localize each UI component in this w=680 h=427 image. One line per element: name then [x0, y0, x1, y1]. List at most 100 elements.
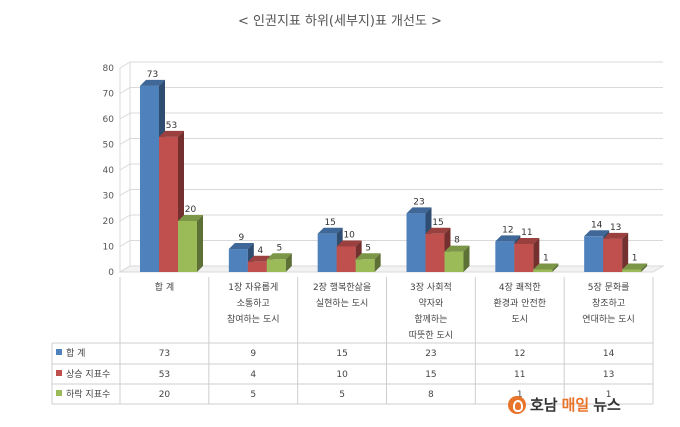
data-label: 11	[521, 228, 532, 238]
bar	[425, 233, 445, 272]
bar-top	[178, 215, 203, 221]
bar	[622, 269, 642, 272]
x-tick-label: 따뜻한 도시	[409, 330, 453, 341]
bar-top	[603, 232, 629, 239]
y-tick-label: 40	[103, 166, 115, 176]
table-cell: 53	[159, 370, 170, 380]
bar-side	[285, 253, 292, 272]
legend-label: 합 계	[66, 347, 85, 359]
gridline-side	[119, 61, 131, 69]
data-label: 9	[238, 233, 244, 243]
bar-top	[266, 253, 292, 260]
bar	[178, 221, 197, 272]
x-tick-label: 환경과 안전한	[493, 297, 546, 309]
table-cell: 12	[514, 349, 525, 359]
legend-swatch	[56, 370, 62, 376]
table-cell: 14	[603, 349, 615, 359]
bar	[317, 233, 337, 272]
y-tick-label: 80	[103, 64, 115, 74]
logo: 호남 매일 뉴스	[508, 394, 621, 415]
bar-top	[406, 207, 432, 214]
bar-top	[355, 253, 381, 260]
data-label: 1	[543, 253, 549, 263]
legend-label: 하락 지표수	[66, 388, 110, 400]
data-label: 4	[257, 246, 263, 256]
data-label: 15	[324, 218, 335, 228]
data-label: 23	[413, 197, 424, 207]
gridline-side	[119, 163, 131, 171]
bar-top	[247, 255, 273, 262]
table-cell: 73	[159, 349, 170, 359]
y-tick-label: 30	[103, 192, 115, 202]
x-tick-label: 2장 행복한삶을	[313, 281, 371, 293]
y-tick-label: 0	[108, 268, 114, 278]
bar	[159, 136, 178, 272]
data-label: 13	[610, 223, 621, 233]
y-tick-label: 60	[103, 115, 115, 125]
table-cell: 15	[425, 370, 436, 380]
table-cell: 8	[428, 390, 434, 400]
gridline-side	[119, 214, 131, 222]
data-label: 5	[365, 243, 371, 253]
x-tick-label: 약자와	[418, 297, 443, 309]
logo-text-1: 호남	[530, 396, 558, 414]
x-tick-label: 창조하고	[592, 298, 625, 309]
logo-text-2: 매일	[561, 396, 590, 414]
data-label: 73	[147, 70, 158, 80]
table-cell: 1	[606, 390, 612, 400]
x-tick-label: 5장 문화를	[588, 282, 630, 293]
x-tick-label: 실현하는 도시	[316, 298, 369, 309]
y-tick-label: 50	[103, 141, 115, 151]
bar-side	[641, 263, 648, 272]
bar-side	[197, 215, 203, 272]
table-cell: 23	[425, 349, 436, 359]
gridline-side	[119, 112, 131, 120]
bar-top	[584, 230, 610, 237]
table-cell: 13	[603, 370, 614, 380]
legend-label: 상승 지표수	[66, 369, 110, 380]
table-cell: 10	[336, 370, 348, 380]
bar	[584, 236, 604, 272]
x-tick-label: 1장 자유롭게	[228, 282, 278, 293]
table-cell: 15	[336, 349, 347, 359]
bar-top	[159, 130, 184, 137]
bar	[495, 241, 515, 272]
logo-icon	[508, 395, 526, 414]
x-tick-label: 연대하는 도시	[582, 314, 635, 325]
table-cell: 4	[250, 370, 256, 380]
data-label: 10	[343, 231, 355, 241]
logo-text-3: 뉴스	[593, 396, 621, 414]
y-tick-label: 20	[103, 217, 115, 227]
table-cell: 9	[250, 349, 256, 359]
data-label: 1	[632, 253, 638, 263]
table-cell: 5	[339, 390, 345, 400]
x-tick-label: 참여하는 도시	[227, 313, 280, 325]
bar-side	[533, 237, 540, 272]
bar	[444, 251, 464, 272]
data-label: 53	[166, 121, 177, 131]
bar-side	[552, 263, 559, 272]
bar-top	[336, 240, 362, 247]
gridline-side	[119, 240, 131, 247]
data-label: 5	[276, 243, 282, 253]
gridline-side	[119, 138, 131, 145]
bar-top	[495, 235, 521, 242]
table-cell: 20	[159, 390, 171, 400]
gridline-side	[119, 87, 131, 94]
chart-title: < 인권지표 하위(세부지)표 개선도 >	[238, 14, 442, 29]
data-label: 14	[591, 220, 603, 230]
table-cell: 5	[250, 390, 256, 400]
y-tick-label: 10	[103, 243, 115, 253]
bar-top	[228, 243, 254, 250]
legend-swatch	[56, 390, 62, 396]
bar	[514, 243, 534, 272]
bar-top	[140, 79, 165, 86]
bar-top	[444, 245, 470, 252]
bar	[228, 249, 248, 272]
x-tick-label: 합 계	[155, 281, 174, 293]
bar-top	[533, 263, 559, 270]
bar	[406, 213, 426, 272]
legend-swatch	[56, 349, 62, 355]
x-tick-label: 함께하는	[414, 314, 447, 325]
